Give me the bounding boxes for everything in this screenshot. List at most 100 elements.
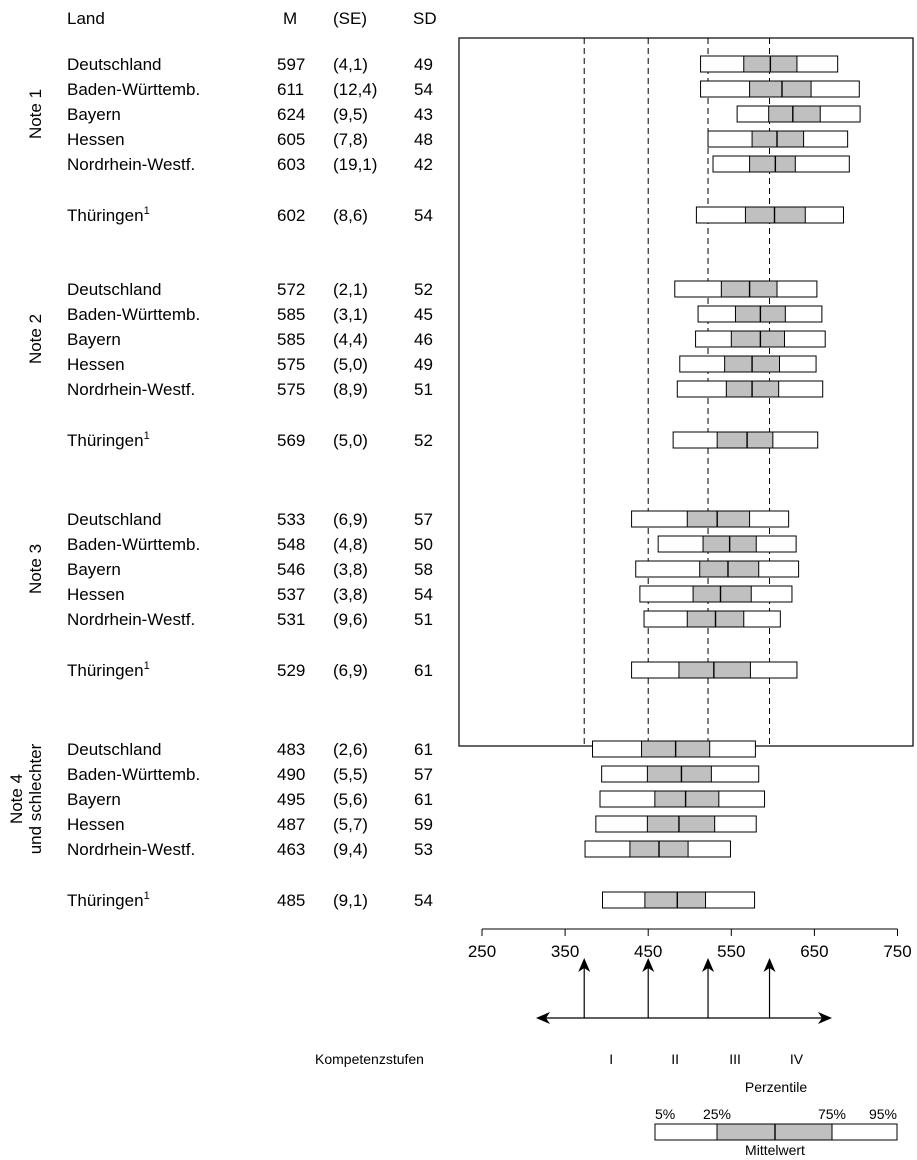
row-sd: 59 xyxy=(414,815,433,834)
row-m: 603 xyxy=(277,155,305,174)
percentile-legend: Perzentile 5% 25% 75% 95% Mittelwert xyxy=(654,1079,898,1158)
x-tick-label: 350 xyxy=(551,942,579,961)
row-0-5: Thüringen1 602 (8,6) 54 xyxy=(67,205,844,225)
legend-title: Perzentile xyxy=(745,1079,807,1095)
row-land-name: Bayern xyxy=(67,790,121,809)
row-land-name: Bayern xyxy=(67,560,121,579)
band-inner xyxy=(730,330,785,348)
row-land: Baden-Württemb. xyxy=(67,535,200,554)
row-se: (5,6) xyxy=(333,790,368,809)
row-2-0: Deutschland 533 (6,9) 57 xyxy=(67,510,790,529)
row-sd: 50 xyxy=(414,535,433,554)
row-0-4: Nordrhein-Westf. 603 (19,1) 42 xyxy=(67,155,850,174)
row-land: Deutschland xyxy=(67,55,162,74)
row-land-name: Hessen xyxy=(67,815,125,834)
row-m: 575 xyxy=(277,355,305,374)
row-se: (4,8) xyxy=(333,535,368,554)
row-se: (5,5) xyxy=(333,765,368,784)
group-label: Note 3 xyxy=(26,544,45,594)
row-land: Baden-Württemb. xyxy=(67,765,200,784)
band-inner xyxy=(768,105,821,123)
row-land-name: Hessen xyxy=(67,585,125,604)
header-m: M xyxy=(283,9,297,28)
row-land-name: Deutschland xyxy=(67,55,162,74)
row-sd: 49 xyxy=(414,55,433,74)
row-land-name: Nordrhein-Westf. xyxy=(67,610,195,629)
row-se: (5,0) xyxy=(333,355,368,374)
row-sd: 54 xyxy=(414,206,433,225)
legend-percentile-label: 75% xyxy=(818,1106,846,1122)
row-land: Hessen xyxy=(67,355,125,374)
x-axis: 250 350 450 550 650 750 xyxy=(468,928,912,961)
row-se: (5,0) xyxy=(333,431,368,450)
row-sd: 54 xyxy=(414,891,433,910)
competence-title: Kompetenzstufen xyxy=(315,1051,424,1067)
row-land: Nordrhein-Westf. xyxy=(67,840,195,859)
header-se: (SE) xyxy=(333,9,367,28)
row-sd: 51 xyxy=(414,380,433,399)
row-land-name: Deutschland xyxy=(67,280,162,299)
row-se: (2,6) xyxy=(333,740,368,759)
row-se: (6,9) xyxy=(333,661,368,680)
row-sd: 57 xyxy=(414,510,433,529)
band-inner xyxy=(678,661,751,679)
row-2-2: Bayern 546 (3,8) 58 xyxy=(67,560,800,579)
row-m: 611 xyxy=(277,80,304,99)
row-m: 485 xyxy=(277,891,305,910)
row-se: (3,8) xyxy=(333,560,368,579)
row-se: (3,1) xyxy=(333,305,368,324)
row-m: 548 xyxy=(277,535,305,554)
row-land: Hessen xyxy=(67,130,125,149)
row-sd: 48 xyxy=(414,130,433,149)
row-se: (4,4) xyxy=(333,330,368,349)
row-sd: 52 xyxy=(414,280,433,299)
row-2-5: Thüringen1 529 (6,9) 61 xyxy=(67,660,798,680)
row-1-2: Bayern 585 (4,4) 46 xyxy=(67,330,826,349)
row-land: Thüringen1 xyxy=(67,430,150,450)
row-land: Deutschland xyxy=(67,510,162,529)
row-se: (6,9) xyxy=(333,510,368,529)
row-m: 537 xyxy=(277,585,305,604)
row-3-5: Thüringen1 485 (9,1) 54 xyxy=(67,890,756,910)
row-land: Thüringen1 xyxy=(67,890,150,910)
row-m: 463 xyxy=(277,840,305,859)
row-land: Nordrhein-Westf. xyxy=(67,380,195,399)
group-label: Note 1 xyxy=(26,89,45,139)
row-sd: 42 xyxy=(414,155,433,174)
row-2-1: Baden-Württemb. 548 (4,8) 50 xyxy=(67,535,797,554)
row-land: Thüringen1 xyxy=(67,205,150,225)
row-se: (4,1) xyxy=(333,55,368,74)
row-se: (9,6) xyxy=(333,610,368,629)
row-land-name: Baden-Württemb. xyxy=(67,535,200,554)
band-inner xyxy=(692,585,752,603)
row-land: Deutschland xyxy=(67,740,162,759)
competence-level-label: II xyxy=(671,1051,679,1067)
row-land-name: Baden-Württemb. xyxy=(67,80,200,99)
row-sd: 51 xyxy=(414,610,433,629)
band-inner xyxy=(749,155,796,173)
row-land-footnote: 1 xyxy=(144,430,150,442)
row-land-name: Hessen xyxy=(67,355,125,374)
row-land-footnote: 1 xyxy=(144,890,150,902)
row-m: 495 xyxy=(277,790,305,809)
row-se: (5,7) xyxy=(333,815,368,834)
x-tick-label: 750 xyxy=(883,942,911,961)
group-label: Note 2 xyxy=(26,314,45,364)
row-m: 624 xyxy=(277,105,305,124)
row-1-5: Thüringen1 569 (5,0) 52 xyxy=(67,430,819,450)
row-m: 572 xyxy=(277,280,305,299)
row-m: 490 xyxy=(277,765,305,784)
row-1-4: Nordrhein-Westf. 575 (8,9) 51 xyxy=(67,380,824,399)
row-land: Baden-Württemb. xyxy=(67,80,200,99)
row-land: Hessen xyxy=(67,815,125,834)
row-land-name: Baden-Württemb. xyxy=(67,305,200,324)
x-tick-label: 450 xyxy=(634,942,662,961)
competence-level-label: IV xyxy=(790,1051,804,1067)
row-land: Bayern xyxy=(67,105,121,124)
row-sd: 57 xyxy=(414,765,433,784)
row-land-name: Deutschland xyxy=(67,740,162,759)
row-land-name: Nordrhein-Westf. xyxy=(67,155,195,174)
row-sd: 61 xyxy=(414,740,433,759)
